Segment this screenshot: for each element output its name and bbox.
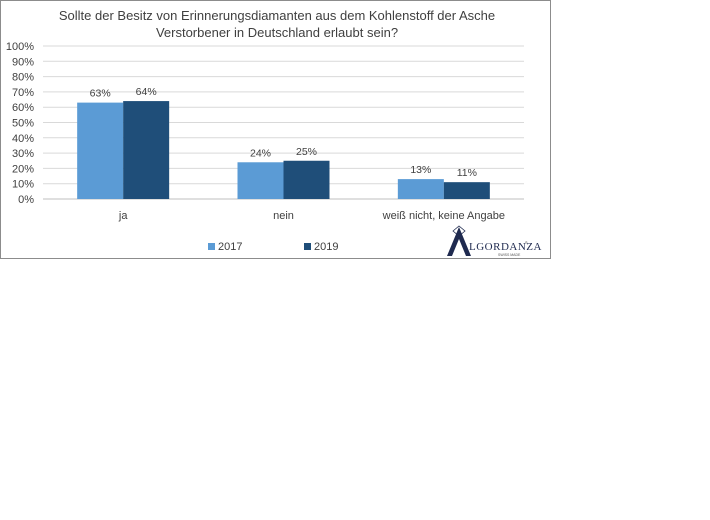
bar-2019-1: [283, 160, 330, 199]
y-tick-label: 30%: [12, 148, 34, 160]
bars: [77, 101, 490, 199]
data-label: 11%: [457, 167, 477, 179]
x-axis-categories: ja nein weiß nicht, keine Angabe: [118, 210, 505, 222]
data-labels: 63% 64% 24% 25% 13% 11%: [90, 86, 477, 179]
x-category-label: nein: [273, 210, 294, 222]
chart-frame: Sollte der Besitz von Erinnerungsdiamant…: [0, 0, 551, 259]
legend-swatch-2017: [208, 243, 215, 250]
y-tick-label: 90%: [12, 56, 34, 68]
y-axis-ticks: 0% 10% 20% 30% 40% 50% 60% 70% 80% 90% 100%: [6, 41, 34, 206]
y-tick-label: 50%: [12, 118, 34, 130]
data-label: 25%: [296, 146, 317, 158]
bar-2019-0: [123, 101, 170, 199]
data-label: 24%: [250, 147, 271, 159]
data-label: 13%: [410, 164, 431, 176]
y-tick-label: 70%: [12, 87, 34, 99]
y-tick-label: 10%: [12, 179, 34, 191]
chart-title-line-2: Verstorbener in Deutschland erlaubt sein…: [156, 25, 398, 40]
legend-label: 2019: [314, 241, 338, 253]
y-tick-label: 40%: [12, 133, 34, 145]
logo-text: LGORDANZA: [469, 241, 542, 253]
bar-2017-1: [237, 162, 284, 199]
bar-2019-2: [443, 182, 490, 199]
logo-tagline: SWISS MADE: [498, 253, 521, 257]
algordanza-logo: LGORDANZA ® SWISS MADE: [447, 225, 542, 257]
data-label: 63%: [90, 88, 111, 100]
y-tick-label: 100%: [6, 41, 34, 53]
y-tick-label: 60%: [12, 102, 34, 114]
y-tick-label: 20%: [12, 163, 34, 175]
logo-trademark: ®: [525, 241, 528, 245]
logo-triangle-icon: [447, 227, 471, 256]
legend: 2017 2019: [208, 241, 338, 253]
bar-chart: Sollte der Besitz von Erinnerungsdiamant…: [6, 8, 542, 257]
bar-2017-2: [397, 179, 444, 199]
x-category-label: weiß nicht, keine Angabe: [382, 210, 505, 222]
y-tick-label: 80%: [12, 72, 34, 84]
diamond-icon: [452, 225, 466, 237]
data-label: 64%: [136, 86, 157, 98]
legend-swatch-2019: [304, 243, 311, 250]
chart-title-line-1: Sollte der Besitz von Erinnerungsdiamant…: [59, 8, 495, 23]
legend-label: 2017: [218, 241, 242, 253]
x-category-label: ja: [118, 210, 128, 222]
y-tick-label: 0%: [18, 194, 34, 206]
bar-2017-0: [77, 102, 124, 199]
